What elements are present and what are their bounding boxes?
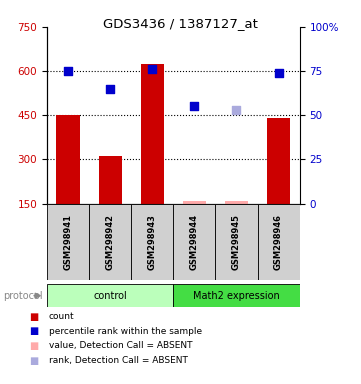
Text: percentile rank within the sample: percentile rank within the sample <box>49 327 202 336</box>
Text: protocol: protocol <box>4 291 43 301</box>
Point <box>276 70 282 76</box>
Text: rank, Detection Call = ABSENT: rank, Detection Call = ABSENT <box>49 356 188 365</box>
Text: GSM298946: GSM298946 <box>274 214 283 270</box>
Bar <box>141 64 164 204</box>
Point <box>107 86 113 92</box>
Bar <box>131 204 173 280</box>
Text: count: count <box>49 312 74 321</box>
Text: ■: ■ <box>29 312 38 322</box>
Point <box>191 103 197 109</box>
Text: control: control <box>93 291 127 301</box>
Bar <box>99 156 122 204</box>
Text: Math2 expression: Math2 expression <box>193 291 280 301</box>
Bar <box>173 284 300 307</box>
Bar <box>257 204 300 280</box>
Bar <box>216 204 257 280</box>
Point <box>149 66 155 72</box>
Text: GSM298942: GSM298942 <box>106 214 114 270</box>
Point <box>234 107 239 113</box>
Text: GDS3436 / 1387127_at: GDS3436 / 1387127_at <box>103 17 258 30</box>
Text: GSM298945: GSM298945 <box>232 214 241 270</box>
Bar <box>225 200 248 204</box>
Bar <box>56 115 79 204</box>
Text: GSM298941: GSM298941 <box>64 214 73 270</box>
Text: value, Detection Call = ABSENT: value, Detection Call = ABSENT <box>49 341 192 351</box>
Bar <box>47 204 89 280</box>
Text: GSM298944: GSM298944 <box>190 214 199 270</box>
Bar <box>267 118 290 204</box>
Text: ■: ■ <box>29 326 38 336</box>
Bar <box>47 284 173 307</box>
Text: ■: ■ <box>29 356 38 366</box>
Text: ■: ■ <box>29 341 38 351</box>
Bar <box>89 204 131 280</box>
Point <box>65 68 71 74</box>
Bar <box>173 204 216 280</box>
Text: GSM298943: GSM298943 <box>148 214 157 270</box>
Bar <box>183 200 206 204</box>
